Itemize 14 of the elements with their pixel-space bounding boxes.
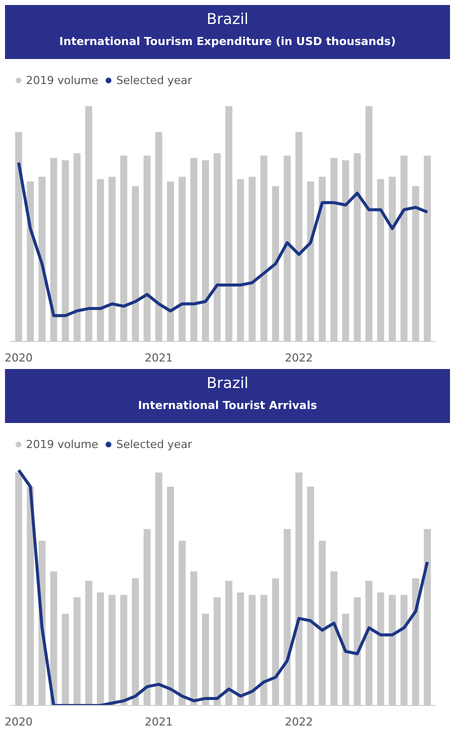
legend-label: Selected year: [116, 438, 192, 450]
x-tick-label: 2021: [144, 716, 173, 728]
x-tick-label: 2021: [144, 352, 173, 364]
chart-subtitle: International Tourism Expenditure (in USD thousands): [59, 34, 396, 50]
chart-title: Brazil: [206, 9, 250, 30]
x-tick-label: 2020: [4, 716, 33, 728]
legend-label: 2019 volume: [26, 74, 98, 86]
x-tick-label: 2020: [4, 352, 33, 364]
legend-label: Selected year: [116, 74, 192, 86]
legend-label: 2019 volume: [26, 438, 98, 450]
chart-title: Brazil: [206, 373, 250, 394]
x-tick-label: 2022: [284, 352, 313, 364]
chart-subtitle: International Tourist Arrivals: [138, 398, 318, 414]
x-tick-label: 2022: [284, 716, 313, 728]
